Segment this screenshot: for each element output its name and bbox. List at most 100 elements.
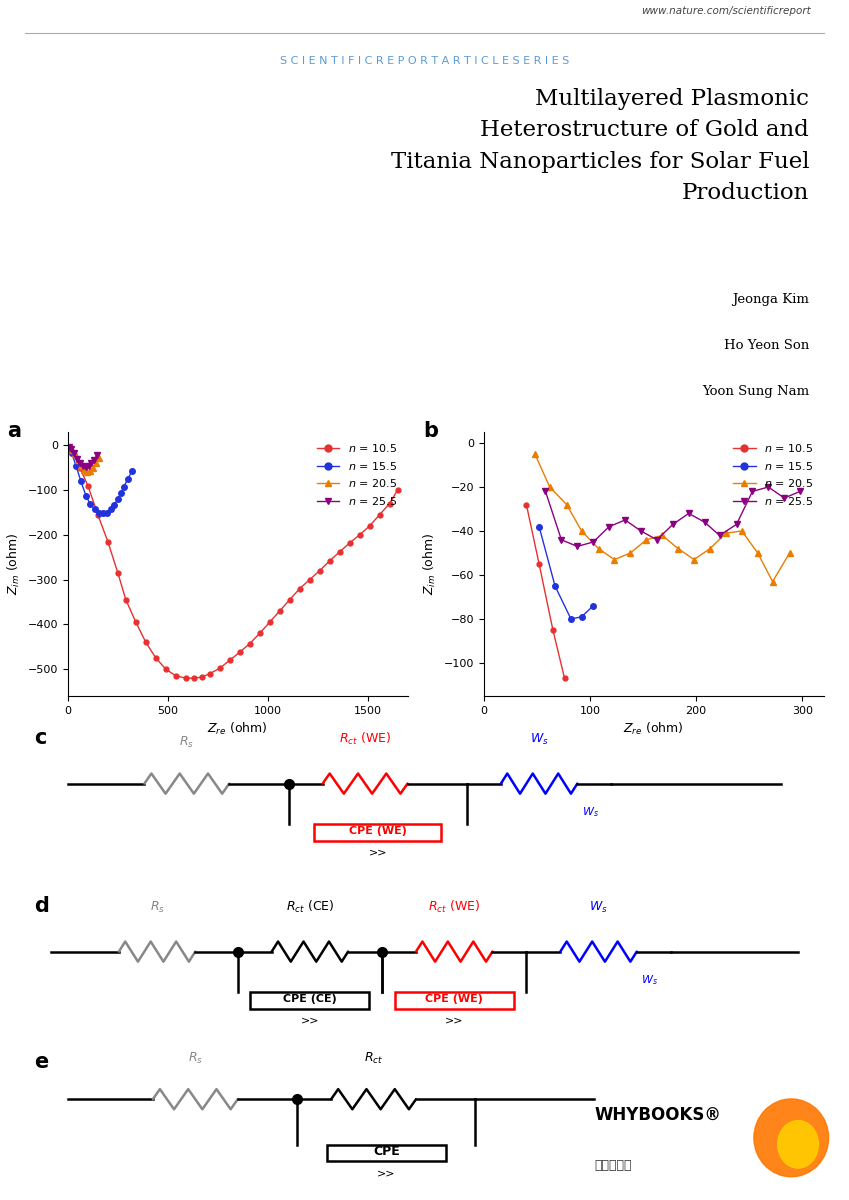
- Line: n = 15.5: n = 15.5: [537, 524, 596, 622]
- Ellipse shape: [778, 1121, 818, 1168]
- n = 10.5: [245, 636, 255, 650]
- n = 25.5: [72, 451, 82, 466]
- n = 15.5: [106, 503, 116, 517]
- Line: n = 10.5: n = 10.5: [66, 445, 400, 680]
- n = 25.5: [763, 480, 773, 494]
- Text: d: d: [34, 896, 49, 916]
- n = 15.5: [81, 488, 91, 503]
- Line: n = 25.5: n = 25.5: [543, 485, 803, 550]
- n = 25.5: [572, 539, 582, 553]
- n = 15.5: [565, 612, 576, 626]
- n = 10.5: [255, 626, 265, 641]
- n = 20.5: [67, 443, 77, 457]
- n = 10.5: [385, 497, 395, 511]
- Text: e: e: [34, 1052, 48, 1072]
- FancyBboxPatch shape: [395, 992, 514, 1009]
- n = 20.5: [73, 452, 83, 467]
- Text: $W_s$: $W_s$: [641, 973, 658, 988]
- n = 25.5: [86, 456, 96, 470]
- X-axis label: $Z_{re}$ (ohm): $Z_{re}$ (ohm): [207, 721, 268, 737]
- n = 20.5: [752, 546, 762, 560]
- n = 15.5: [102, 505, 112, 520]
- Text: CPE: CPE: [373, 1145, 400, 1158]
- n = 10.5: [171, 668, 181, 683]
- n = 20.5: [93, 451, 104, 466]
- n = 20.5: [625, 546, 635, 560]
- n = 10.5: [215, 661, 225, 676]
- n = 15.5: [98, 506, 108, 521]
- n = 20.5: [705, 541, 715, 556]
- n = 25.5: [92, 448, 102, 462]
- Y-axis label: $Z_{im}$ (ohm): $Z_{im}$ (ohm): [6, 533, 22, 595]
- n = 10.5: [83, 479, 93, 493]
- n = 15.5: [85, 497, 95, 511]
- n = 20.5: [530, 446, 540, 461]
- n = 10.5: [364, 518, 374, 533]
- Text: Yoon Sung Nam: Yoon Sung Nam: [702, 385, 809, 398]
- Line: n = 10.5: n = 10.5: [524, 502, 567, 680]
- n = 10.5: [160, 662, 171, 677]
- n = 15.5: [588, 599, 599, 613]
- Line: n = 15.5: n = 15.5: [66, 445, 135, 516]
- n = 20.5: [689, 552, 699, 566]
- Legend: $\mathit{n}$ = 10.5, $\mathit{n}$ = 15.5, $\mathit{n}$ = 20.5, $\mathit{n}$ = 25: $\mathit{n}$ = 10.5, $\mathit{n}$ = 15.5…: [312, 438, 402, 511]
- n = 10.5: [103, 534, 113, 548]
- n = 25.5: [795, 484, 805, 499]
- n = 10.5: [131, 614, 141, 629]
- n = 15.5: [576, 610, 587, 624]
- n = 20.5: [721, 526, 731, 540]
- n = 20.5: [784, 546, 795, 560]
- n = 10.5: [295, 582, 305, 596]
- n = 10.5: [265, 614, 275, 629]
- n = 20.5: [82, 466, 92, 480]
- n = 20.5: [641, 533, 651, 547]
- Text: CPE (CE): CPE (CE): [283, 994, 337, 1003]
- n = 25.5: [779, 491, 790, 505]
- FancyBboxPatch shape: [314, 824, 441, 841]
- Text: $R_s$: $R_s$: [179, 734, 194, 750]
- n = 15.5: [93, 505, 104, 520]
- n = 15.5: [119, 479, 129, 493]
- n = 20.5: [657, 528, 667, 542]
- n = 25.5: [636, 523, 646, 538]
- Line: n = 20.5: n = 20.5: [532, 451, 792, 584]
- X-axis label: $Z_{re}$ (ohm): $Z_{re}$ (ohm): [623, 721, 684, 737]
- Text: $R_s$: $R_s$: [188, 1050, 203, 1066]
- n = 25.5: [81, 460, 91, 474]
- n = 25.5: [69, 446, 79, 461]
- n = 10.5: [181, 671, 191, 685]
- n = 10.5: [141, 635, 151, 649]
- Text: CPE (WE): CPE (WE): [349, 826, 407, 835]
- n = 10.5: [392, 482, 402, 497]
- Text: Ho Yeon Son: Ho Yeon Son: [724, 340, 809, 353]
- n = 20.5: [545, 480, 555, 494]
- n = 25.5: [89, 452, 99, 467]
- n = 10.5: [314, 564, 324, 578]
- Text: >>: >>: [445, 1015, 464, 1026]
- n = 15.5: [70, 458, 81, 473]
- n = 20.5: [76, 458, 86, 473]
- Text: CPE (WE): CPE (WE): [425, 994, 483, 1003]
- Text: $R_{ct}$ (WE): $R_{ct}$ (WE): [339, 731, 391, 746]
- FancyBboxPatch shape: [250, 992, 369, 1009]
- Text: $R_{ct}$ (WE): $R_{ct}$ (WE): [428, 899, 481, 914]
- n = 10.5: [113, 565, 123, 580]
- n = 25.5: [731, 517, 741, 532]
- n = 25.5: [620, 512, 630, 527]
- n = 15.5: [115, 486, 126, 500]
- n = 10.5: [197, 670, 207, 684]
- n = 25.5: [540, 484, 550, 499]
- n = 25.5: [66, 442, 76, 456]
- Text: ㎌와이북스: ㎌와이북스: [594, 1159, 632, 1172]
- Y-axis label: $Z_{im}$ (ohm): $Z_{im}$ (ohm): [422, 533, 438, 595]
- Text: c: c: [34, 728, 47, 748]
- n = 20.5: [562, 497, 572, 511]
- n = 10.5: [284, 593, 295, 607]
- n = 20.5: [673, 541, 683, 556]
- n = 15.5: [64, 440, 74, 455]
- n = 15.5: [123, 472, 133, 486]
- n = 20.5: [593, 541, 604, 556]
- n = 10.5: [93, 508, 103, 522]
- Text: b: b: [423, 421, 438, 442]
- n = 15.5: [127, 464, 137, 479]
